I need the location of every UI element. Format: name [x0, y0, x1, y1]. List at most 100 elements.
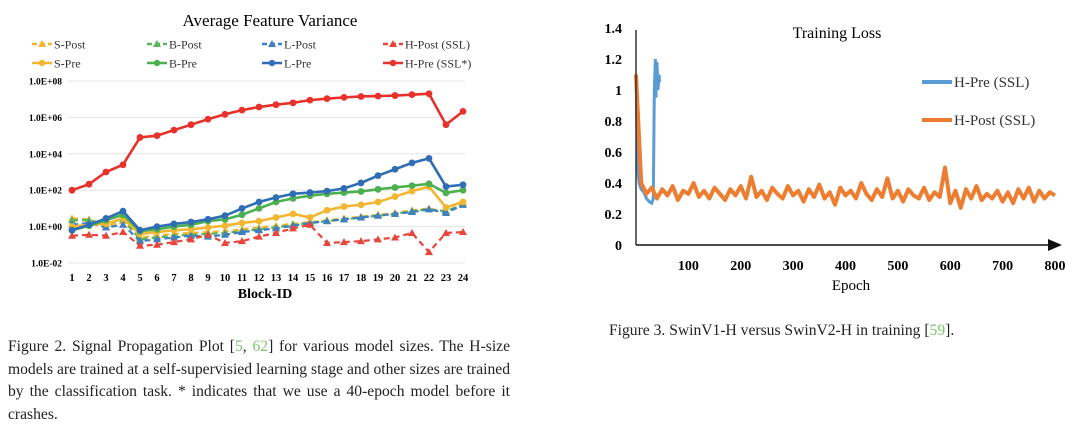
y-tick-label: 1.2 — [605, 53, 623, 68]
x-tick-label: 9 — [205, 273, 210, 284]
data-point — [425, 248, 433, 256]
legend-marker — [38, 40, 46, 47]
x-tick-label: 2 — [86, 273, 91, 284]
data-point — [170, 126, 178, 134]
data-point — [238, 228, 246, 236]
data-point — [289, 210, 297, 218]
y-tick-label: 0.6 — [605, 146, 623, 161]
x-tick-label: 15 — [305, 273, 316, 284]
data-point — [272, 224, 280, 232]
data-point — [255, 205, 263, 212]
data-point — [306, 96, 314, 104]
data-point — [119, 220, 127, 228]
x-tick-label: 500 — [887, 259, 908, 274]
data-point — [306, 189, 314, 196]
data-point — [119, 228, 127, 236]
data-point — [187, 218, 195, 226]
legend-marker — [153, 40, 161, 47]
legend-item: B-Post — [147, 38, 202, 52]
x-tick-label: 19 — [373, 273, 384, 284]
data-point — [408, 187, 416, 195]
data-point — [238, 219, 246, 227]
data-point — [374, 92, 382, 100]
y-tick-label: 1.0E-02 — [31, 260, 62, 270]
data-point — [306, 220, 314, 228]
legend-item: S-Pre — [32, 57, 81, 71]
x-tick-label: 700 — [992, 259, 1013, 274]
data-point — [255, 232, 263, 240]
x-axis-arrowhead — [1048, 239, 1062, 251]
data-point — [459, 181, 467, 189]
legend-label: H-Pre (SSL*) — [405, 57, 471, 71]
y-tick-label: 1 — [615, 84, 622, 99]
legend-marker — [389, 40, 397, 47]
data-point — [442, 189, 450, 197]
series-line — [71, 203, 464, 243]
data-point — [153, 240, 161, 248]
data-point — [136, 226, 144, 234]
data-point — [221, 222, 229, 230]
x-tick-label: 11 — [237, 273, 247, 284]
data-point — [136, 241, 144, 249]
data-point — [289, 99, 297, 107]
series-h-post-ssl — [634, 74, 1057, 210]
data-point — [68, 186, 76, 194]
data-point — [272, 101, 280, 109]
data-point — [374, 211, 382, 219]
data-point — [306, 214, 314, 221]
data-point — [357, 179, 365, 187]
legend-label: S-Pre — [54, 57, 81, 71]
data-point — [459, 186, 467, 194]
x-axis-label-block-id: Block-ID — [238, 287, 292, 302]
data-point — [68, 226, 76, 234]
data-point — [357, 213, 365, 221]
x-tick-label: 400 — [835, 259, 856, 274]
data-point — [238, 205, 246, 212]
data-point — [442, 204, 450, 211]
caption-text: ]. — [945, 322, 955, 339]
x-tick-label: 21 — [407, 273, 418, 284]
data-point — [357, 201, 365, 209]
data-point — [408, 208, 416, 216]
legend-marker — [153, 59, 161, 67]
x-tick-label: 600 — [940, 259, 961, 274]
data-point — [170, 238, 178, 246]
y-tick-label: 1.0E+08 — [29, 78, 62, 88]
data-point — [340, 215, 348, 223]
data-point — [391, 209, 399, 217]
data-point — [340, 184, 348, 192]
legend-marker — [389, 59, 397, 67]
data-point — [374, 198, 382, 206]
x-tick-label: 20 — [390, 273, 401, 284]
data-point — [442, 183, 450, 190]
data-point — [425, 154, 433, 162]
data-point — [255, 217, 263, 225]
data-point — [153, 132, 161, 140]
data-point — [119, 207, 127, 215]
x-tick-label: 22 — [424, 273, 435, 284]
series-line — [72, 203, 464, 241]
data-point — [204, 115, 212, 123]
data-point — [459, 198, 467, 206]
data-point — [459, 228, 467, 236]
figure-2-caption: Figure 2. Signal Propagation Plot [5, 62… — [8, 336, 510, 426]
caption-text: Figure 2. Signal Propagation Plot [ — [8, 338, 235, 355]
citation-link[interactable]: 62 — [252, 338, 269, 355]
data-point — [357, 188, 365, 195]
data-point — [340, 238, 348, 246]
citation-link[interactable]: 5 — [234, 338, 243, 355]
citation-link[interactable]: 59 — [929, 322, 946, 339]
x-tick-label: 24 — [458, 273, 469, 284]
data-point — [272, 228, 280, 236]
data-point — [255, 198, 263, 206]
data-point — [323, 95, 331, 103]
legend-label: H-Post (SSL) — [405, 38, 470, 52]
data-point — [102, 231, 110, 239]
figure-3-caption: Figure 3. SwinV1-H versus SwinV2-H in tr… — [609, 320, 1069, 343]
x-tick-label: 14 — [288, 273, 299, 284]
y-tick-label: 1.0E+00 — [29, 223, 62, 233]
series-line — [71, 223, 464, 254]
legend-item: H-Post (SSL) — [922, 113, 1035, 129]
legend-label: H-Post (SSL) — [954, 113, 1035, 129]
data-point — [170, 233, 178, 241]
